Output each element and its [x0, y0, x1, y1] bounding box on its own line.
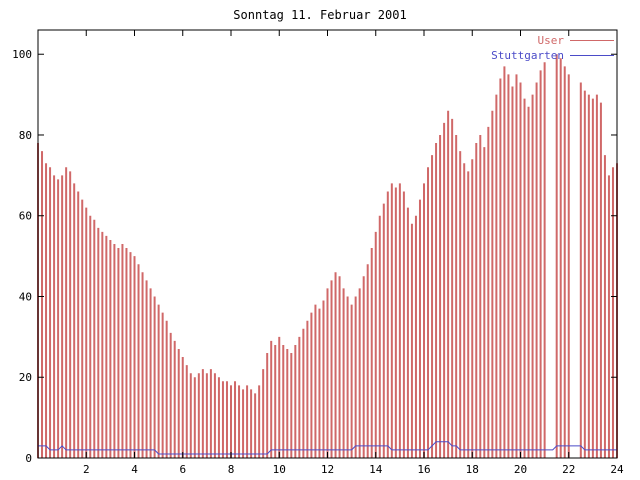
svg-text:80: 80 [19, 129, 32, 142]
svg-text:18: 18 [466, 463, 479, 476]
svg-text:60: 60 [19, 210, 32, 223]
svg-text:24: 24 [610, 463, 624, 476]
svg-text:12: 12 [321, 463, 334, 476]
svg-text:8: 8 [228, 463, 235, 476]
legend-label-stuttgart: Stuttgarten [491, 49, 564, 62]
chart-title: Sonntag 11. Februar 2001 [233, 8, 407, 22]
svg-text:14: 14 [369, 463, 383, 476]
svg-text:20: 20 [19, 371, 32, 384]
legend: User Stuttgarten [491, 34, 614, 62]
svg-text:16: 16 [417, 463, 430, 476]
svg-text:100: 100 [12, 48, 32, 61]
svg-text:6: 6 [179, 463, 186, 476]
legend-line-sample-stuttgart [570, 55, 614, 56]
legend-line-sample-user [570, 40, 614, 41]
legend-label-user: User [537, 34, 565, 47]
svg-text:0: 0 [25, 452, 32, 465]
svg-text:40: 40 [19, 290, 32, 303]
svg-text:4: 4 [131, 463, 138, 476]
legend-row-user: User [491, 34, 614, 47]
svg-text:10: 10 [273, 463, 286, 476]
svg-text:22: 22 [562, 463, 575, 476]
legend-row-stuttgart: Stuttgarten [491, 49, 614, 62]
svg-text:2: 2 [83, 463, 90, 476]
svg-text:20: 20 [514, 463, 527, 476]
